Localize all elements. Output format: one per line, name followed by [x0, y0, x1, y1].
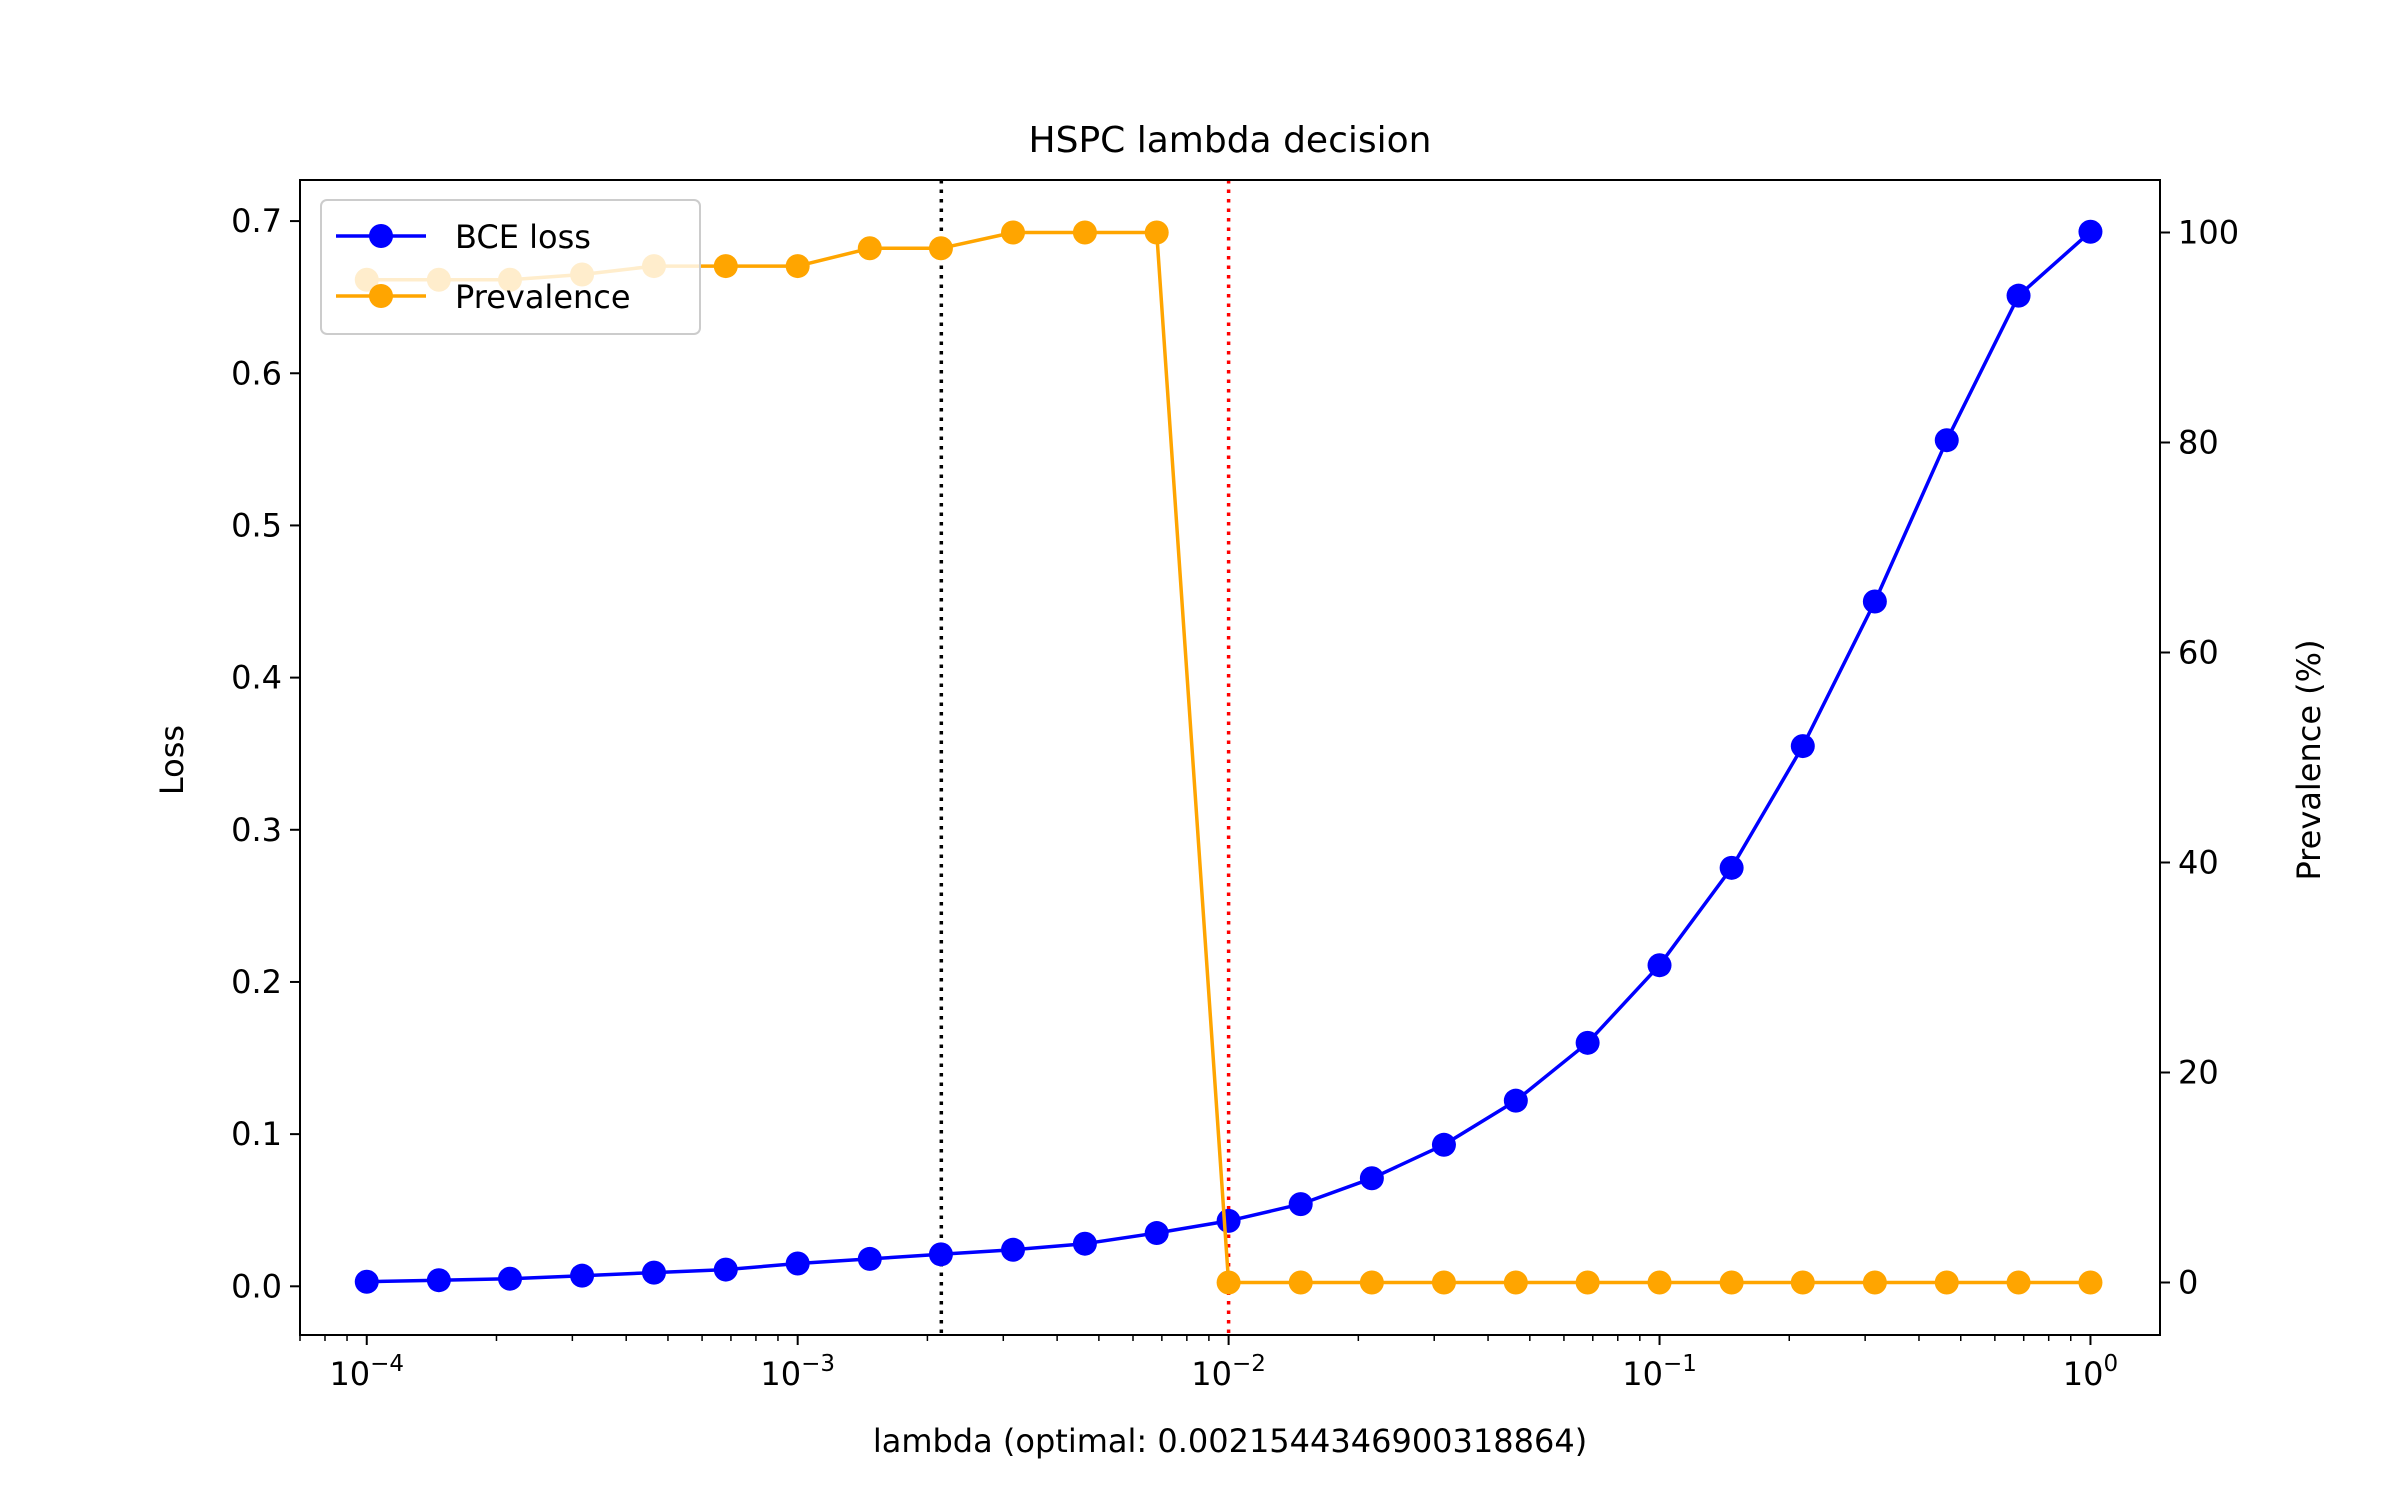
point-prevalence [1503, 1270, 1528, 1295]
legend: BCE loss Prevalence [320, 199, 701, 335]
y2-tick-label: 20 [2178, 1054, 2219, 1092]
legend-label-bce-loss: BCE loss [455, 218, 591, 256]
point-bce-loss [857, 1246, 882, 1271]
point-prevalence [928, 236, 953, 261]
y-tick-label: 0.7 [231, 202, 282, 240]
y2-axis-label: Prevalence (%) [2290, 639, 2328, 880]
x-axis-label: lambda (optimal: 0.0021544346900318864) [873, 1422, 1587, 1460]
y-tick-label: 0.5 [231, 506, 282, 544]
x-tick-label: 10−3 [760, 1351, 835, 1393]
point-prevalence [713, 254, 738, 279]
y-tick-label: 0.0 [231, 1267, 282, 1305]
legend-box [320, 199, 701, 335]
point-prevalence [1790, 1270, 1815, 1295]
y2-tick-label: 0 [2178, 1264, 2198, 1302]
point-prevalence [1862, 1270, 1887, 1295]
plot-frame [299, 179, 2161, 1336]
legend-marker-prevalence [369, 284, 393, 308]
point-prevalence [785, 254, 810, 279]
point-prevalence [2078, 1270, 2103, 1295]
point-prevalence [1072, 220, 1097, 245]
y2-tick-label: 100 [2178, 214, 2239, 252]
point-bce-loss [1359, 1166, 1384, 1191]
point-bce-loss [1934, 428, 1959, 453]
point-bce-loss [1144, 1221, 1169, 1246]
point-prevalence [1216, 1270, 1241, 1295]
chart-title: HSPC lambda decision [1029, 120, 1432, 161]
point-bce-loss [713, 1257, 738, 1282]
y-axis-left: 0.0 0.1 0.2 0.3 0.4 0.5 0.6 0.7 [231, 202, 300, 1305]
point-prevalence [1001, 220, 1026, 245]
point-bce-loss [2006, 283, 2031, 308]
point-bce-loss [1001, 1237, 1026, 1262]
point-bce-loss [426, 1268, 451, 1293]
point-bce-loss [1216, 1208, 1241, 1233]
point-bce-loss [1431, 1132, 1456, 1157]
x-tick-label: 10−1 [1622, 1351, 1697, 1393]
y-axis-right: 0 20 40 60 80 100 [2160, 214, 2239, 1302]
point-prevalence [1719, 1270, 1744, 1295]
point-prevalence [1647, 1270, 1672, 1295]
y2-tick-label: 80 [2178, 424, 2219, 462]
y2-tick-label: 40 [2178, 844, 2219, 882]
point-bce-loss [1575, 1030, 1600, 1055]
x-tick-label: 10−4 [329, 1351, 404, 1393]
point-prevalence [857, 236, 882, 261]
point-bce-loss [354, 1269, 379, 1294]
y-tick-label: 0.4 [231, 659, 282, 697]
legend-marker-bce-loss [369, 224, 393, 248]
x-axis: 10−4 10−3 10−2 10−1 100 [299, 1335, 2118, 1393]
reference-lines [939, 180, 1231, 1335]
y-tick-label: 0.3 [231, 811, 282, 849]
point-bce-loss [785, 1251, 810, 1276]
point-bce-loss [498, 1266, 523, 1291]
y2-tick-label: 60 [2178, 634, 2219, 672]
point-prevalence [1144, 220, 1169, 245]
point-prevalence [1431, 1270, 1456, 1295]
point-prevalence [1575, 1270, 1600, 1295]
point-bce-loss [1503, 1088, 1528, 1113]
point-bce-loss [641, 1260, 666, 1285]
point-prevalence [1934, 1270, 1959, 1295]
y-tick-label: 0.6 [231, 354, 282, 392]
point-bce-loss [928, 1242, 953, 1267]
point-bce-loss [1719, 855, 1744, 880]
x-tick-label: 10−2 [1191, 1351, 1266, 1393]
point-prevalence [1359, 1270, 1384, 1295]
series-layer [354, 219, 2103, 1295]
point-bce-loss [570, 1263, 595, 1288]
point-bce-loss [1647, 953, 1672, 978]
y-tick-label: 0.1 [231, 1115, 282, 1153]
y-axis-label: Loss [153, 725, 191, 795]
point-bce-loss [1288, 1192, 1313, 1217]
point-prevalence [1288, 1270, 1313, 1295]
y-tick-label: 0.2 [231, 963, 282, 1001]
point-bce-loss [2078, 219, 2103, 244]
point-bce-loss [1790, 734, 1815, 759]
x-tick-label: 100 [2063, 1351, 2118, 1393]
point-bce-loss [1072, 1231, 1097, 1256]
point-prevalence [2006, 1270, 2031, 1295]
legend-label-prevalence: Prevalence [455, 278, 631, 316]
point-bce-loss [1862, 589, 1887, 614]
